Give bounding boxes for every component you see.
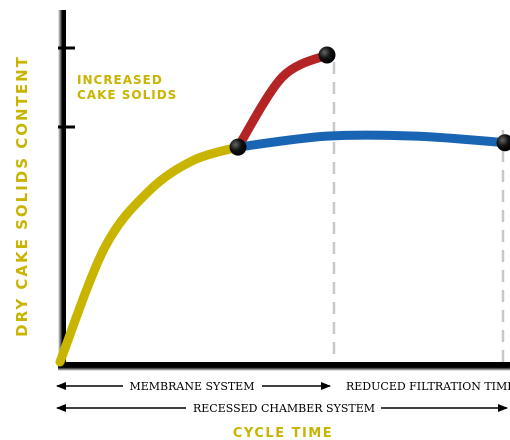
annotation-line-1: INCREASED — [77, 73, 163, 87]
marker-squeeze-start — [229, 138, 247, 156]
recessed-range-label: RECESSED CHAMBER SYSTEM — [193, 402, 375, 415]
y-axis-label: DRY CAKE SOLIDS CONTENT — [13, 55, 31, 337]
reduced-filtration-label: REDUCED FILTRATION TIME — [346, 380, 510, 393]
membrane-range-label: MEMBRANE SYSTEM — [130, 380, 255, 393]
annotation-line-2: CAKE SOLIDS — [77, 88, 177, 102]
marker-recessed-end — [496, 134, 510, 152]
y-axis — [58, 10, 66, 366]
recessed-chamber-curve — [55, 142, 243, 367]
x-axis-label: CYCLE TIME — [233, 426, 333, 440]
membrane-squeeze-curve — [233, 50, 332, 152]
plateau-curve — [233, 130, 510, 152]
marker-squeeze-end — [318, 46, 336, 64]
x-axis — [58, 362, 510, 371]
